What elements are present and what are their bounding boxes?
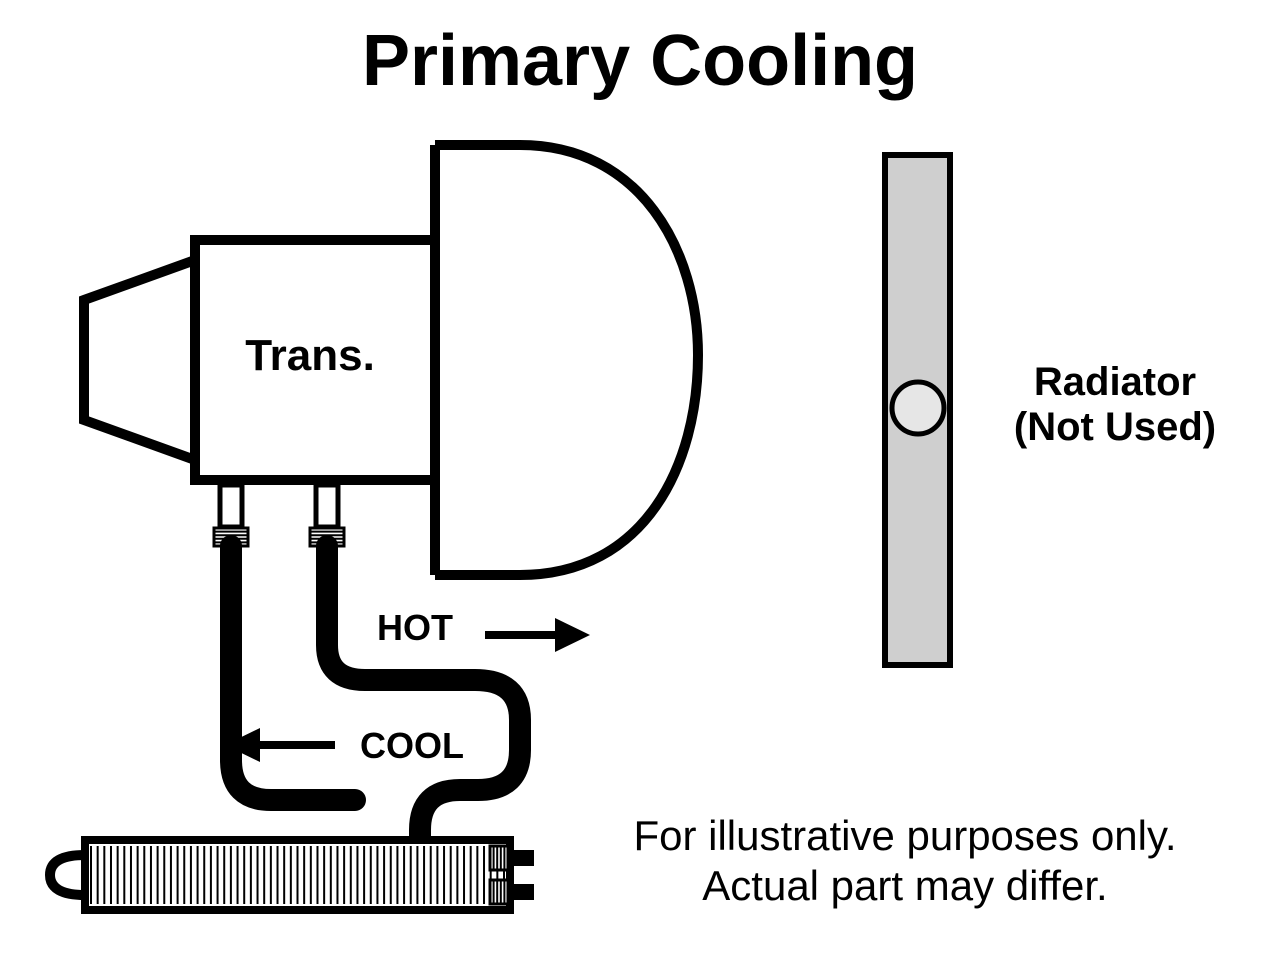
- fitting-right: [316, 485, 338, 527]
- transmission-label: Trans.: [245, 331, 375, 380]
- primary-cooling-diagram: Primary Cooling Trans. HOT COOL Radiator…: [0, 0, 1280, 959]
- caption-line1: For illustrative purposes only.: [633, 812, 1176, 859]
- caption-line2: Actual part may differ.: [702, 862, 1107, 909]
- transmission-bellhousing: [435, 145, 698, 575]
- cooler-left-loop: [50, 855, 85, 895]
- radiator-label-line2: (Not Used): [1014, 405, 1216, 449]
- cooler-port-top: [510, 850, 534, 866]
- radiator-port-circle: [892, 382, 944, 434]
- radiator-label-line1: Radiator: [1034, 360, 1196, 404]
- cooler-clamp-bottom: [490, 880, 508, 904]
- hot-label: HOT: [377, 607, 453, 648]
- fitting-left: [220, 485, 242, 527]
- diagram-title: Primary Cooling: [362, 21, 918, 101]
- cooler-port-bottom: [510, 884, 534, 900]
- transmission-tail: [84, 260, 195, 460]
- hot-arrow-head-icon: [555, 618, 590, 652]
- cool-label: COOL: [360, 725, 464, 766]
- cooler-clamp-top: [490, 846, 508, 870]
